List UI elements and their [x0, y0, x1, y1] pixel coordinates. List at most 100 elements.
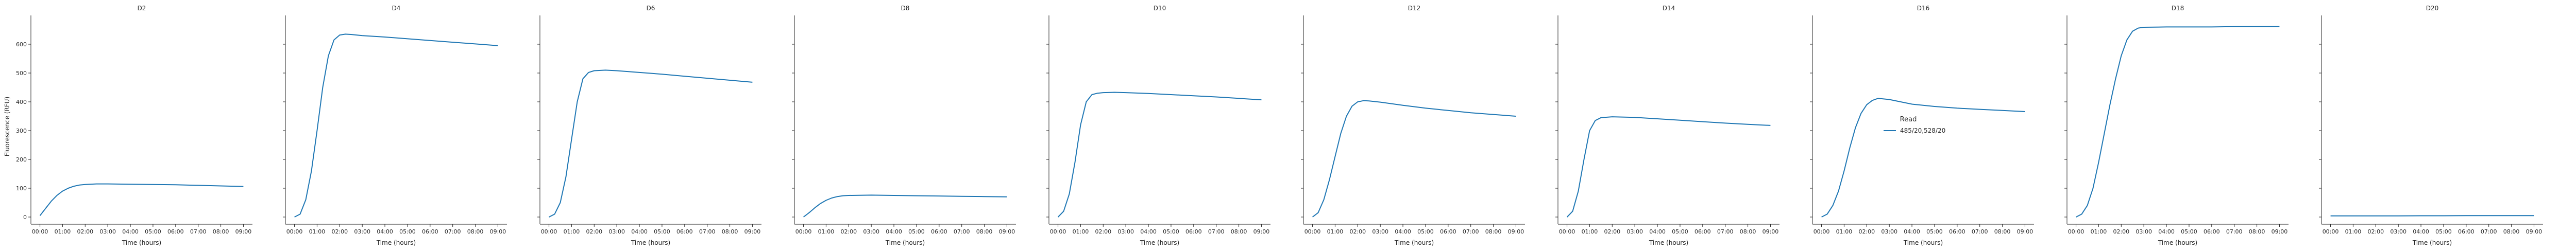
y-tick-label: 300 [16, 128, 27, 134]
panel-d20: D20 00:00 01:00 02:00 03:00 04:00 05:00 06:00 07… [2319, 5, 2543, 246]
x-tick-label: 05:00 [654, 228, 670, 235]
x-tick-label: 07:00 [954, 228, 970, 235]
x-axis-label: Time (hours) [2158, 239, 2197, 246]
panel-title: D18 [2172, 5, 2184, 12]
x-tick-label: 01:00 [818, 228, 835, 235]
x-tick-label: 00:00 [1814, 228, 1830, 235]
x-tick-label: 03:00 [1372, 228, 1388, 235]
panel-d10: D10 00:00 01:00 02:00 03:00 04:00 05:00 06:00 07… [1046, 5, 1270, 246]
x-axis-label: Time (hours) [2412, 239, 2452, 246]
x-tick-label: 01:00 [55, 228, 71, 235]
x-tick-label: 00:00 [795, 228, 812, 235]
x-tick-label: 03:00 [1117, 228, 1134, 235]
x-tick-label: 05:00 [908, 228, 925, 235]
x-tick-label: 01:00 [564, 228, 580, 235]
x-tick-label: 01:00 [1073, 228, 1089, 235]
x-tick-label: 03:00 [354, 228, 370, 235]
x-tick-label: 02:00 [1095, 228, 1111, 235]
x-tick-label: 04:00 [2158, 228, 2175, 235]
x-tick-label: 09:00 [490, 228, 506, 235]
series-line [1057, 92, 1262, 218]
x-tick-label: 08:00 [1994, 228, 2011, 235]
x-tick-label: 09:00 [1508, 228, 1524, 235]
x-axis-label: Time (hours) [1649, 239, 1688, 246]
x-tick-label: 01:00 [2345, 228, 2362, 235]
x-tick-label: 04:00 [122, 228, 139, 235]
panel-title: D8 [901, 5, 910, 12]
panel-title: D2 [138, 5, 146, 12]
panel-d16: D16 00:00 01:00 02:00 03:00 04:00 05:00 06:00 07… [1810, 5, 2034, 246]
panel-d4: D4 00:00 01:00 02:00 03:00 04:00 05:00 06:00 07:… [283, 5, 507, 246]
x-tick-label: 08:00 [1740, 228, 1756, 235]
x-tick-label: 05:00 [145, 228, 161, 235]
series-line [294, 33, 498, 218]
x-tick-label: 07:00 [2481, 228, 2497, 235]
panel-title: D16 [1917, 5, 1930, 12]
x-tick-label: 08:00 [722, 228, 738, 235]
x-tick-label: 06:00 [1185, 228, 1202, 235]
x-tick-label: 03:00 [2390, 228, 2406, 235]
x-tick-label: 07:00 [2226, 228, 2243, 235]
x-tick-label: 02:00 [331, 228, 348, 235]
legend: Read 485/20,528/20 [1884, 116, 1945, 134]
x-tick-label: 03:00 [1626, 228, 1643, 235]
series-line [2076, 26, 2280, 218]
x-tick-label: 06:00 [2204, 228, 2220, 235]
x-tick-label: 04:00 [1904, 228, 1920, 235]
x-tick-label: 00:00 [1559, 228, 1575, 235]
x-tick-label: 04:00 [377, 228, 393, 235]
x-tick-label: 03:00 [2136, 228, 2152, 235]
x-tick-label: 08:00 [1485, 228, 1502, 235]
x-tick-label: 09:00 [1762, 228, 1779, 235]
x-tick-label: 00:00 [32, 228, 48, 235]
x-tick-label: 02:00 [2367, 228, 2384, 235]
x-tick-label: 09:00 [1253, 228, 1270, 235]
x-tick-label: 00:00 [2323, 228, 2339, 235]
x-tick-label: 07:00 [699, 228, 716, 235]
x-tick-label: 07:00 [1208, 228, 1225, 235]
x-tick-label: 09:00 [2526, 228, 2543, 235]
x-tick-label: 03:00 [1881, 228, 1897, 235]
y-axis-label: Fluorescence (RFU) [4, 97, 11, 156]
panel-d2: D2 0 100 200 300 400 500 600 00:00 01:00 02:00 03:0… [16, 5, 252, 246]
x-tick-label: 00:00 [541, 228, 557, 235]
x-tick-label: 04:00 [631, 228, 648, 235]
x-tick-label: 01:00 [1582, 228, 1598, 235]
x-tick-label: 04:00 [1649, 228, 1666, 235]
x-tick-label: 02:00 [77, 228, 93, 235]
panel-d14: D14 00:00 01:00 02:00 03:00 04:00 05:00 06:00 07… [1555, 5, 1780, 246]
x-tick-label: 02:00 [586, 228, 602, 235]
x-tick-label: 06:00 [676, 228, 693, 235]
x-tick-label: 05:00 [1672, 228, 1688, 235]
x-axis-label: Time (hours) [376, 239, 416, 246]
x-tick-label: 08:00 [467, 228, 484, 235]
x-tick-label: 07:00 [1717, 228, 1734, 235]
x-tick-label: 02:00 [1858, 228, 1875, 235]
series-line [1821, 98, 2025, 218]
x-tick-label: 03:00 [863, 228, 879, 235]
series-line [1566, 116, 1771, 218]
y-tick-label: 200 [16, 156, 27, 163]
series-line [39, 183, 244, 216]
panel-title: D14 [1663, 5, 1675, 12]
legend-entry-label: 485/20,528/20 [1900, 127, 1945, 134]
x-tick-label: 08:00 [976, 228, 993, 235]
x-tick-label: 08:00 [2249, 228, 2265, 235]
x-axis-label: Time (hours) [885, 239, 925, 246]
panel-title: D6 [647, 5, 655, 12]
x-tick-label: 09:00 [744, 228, 761, 235]
y-tick-label: 600 [16, 41, 27, 48]
x-tick-label: 05:00 [2181, 228, 2197, 235]
panel-d8: D8 00:00 01:00 02:00 03:00 04:00 05:00 06:00 07:… [792, 5, 1016, 246]
x-axis-label: Time (hours) [631, 239, 670, 246]
x-tick-label: 07:00 [1463, 228, 1479, 235]
x-tick-label: 06:00 [1440, 228, 1456, 235]
x-tick-label: 09:00 [2017, 228, 2033, 235]
x-tick-label: 08:00 [1231, 228, 1247, 235]
x-axis-label: Time (hours) [1394, 239, 1434, 246]
x-tick-label: 01:00 [1836, 228, 1853, 235]
x-tick-label: 01:00 [2091, 228, 2107, 235]
panel-title: D4 [392, 5, 401, 12]
